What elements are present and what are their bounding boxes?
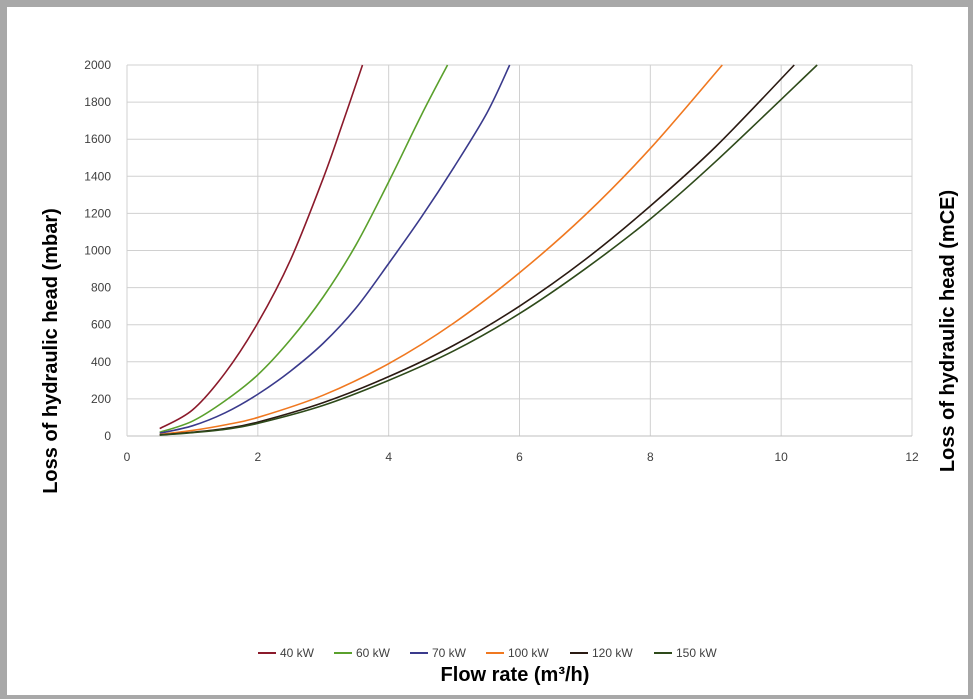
- y-tick-label: 1800: [84, 95, 111, 109]
- y-tick-label: 1400: [84, 169, 111, 183]
- y-tick-label: 2000: [84, 58, 111, 72]
- x-tick-label: 0: [124, 450, 131, 464]
- y-tick-label: 1000: [84, 244, 111, 258]
- legend: 40 kW 60 kW 70 kW 100 kW 120 kW 150 kW: [258, 646, 717, 660]
- legend-label: 150 kW: [676, 646, 717, 660]
- x-tick-label: 8: [647, 450, 654, 464]
- y-tick-label: 800: [91, 281, 111, 295]
- legend-label: 60 kW: [356, 646, 391, 660]
- x-axis-title: Flow rate (m³/h): [441, 664, 590, 686]
- x-tick-label: 10: [774, 450, 788, 464]
- grid-layer: [127, 64, 913, 436]
- series-line-120kw: [159, 64, 795, 436]
- series-line-40kw: [159, 64, 364, 430]
- legend-label: 40 kW: [280, 646, 315, 660]
- y-axis-title-left: Loss of hydraulic head (mbar): [40, 208, 62, 494]
- y-tick-label: 600: [91, 318, 111, 332]
- legend-label: 100 kW: [508, 646, 549, 660]
- y-tick-label: 200: [91, 392, 111, 406]
- y-tick-label: 1600: [84, 132, 111, 146]
- y-axis-title-right: Loss of hydraulic head (mCE): [937, 190, 959, 472]
- y-tick-label: 1200: [84, 206, 111, 220]
- x-tick-label: 12: [905, 450, 919, 464]
- axes-layer: 0 2 4 6 8 10 12 0 200 400 600 800 1000 1200 1400 1600 18…: [84, 58, 919, 464]
- legend-label: 70 kW: [432, 646, 467, 660]
- series-line-60kw: [159, 64, 449, 434]
- legend-label: 120 kW: [592, 646, 633, 660]
- x-tick-label: 6: [516, 450, 523, 464]
- series-line-150kw: [159, 64, 818, 436]
- series-line-100kw: [159, 64, 723, 436]
- y-tick-label: 0: [104, 429, 111, 443]
- y-tick-label: 400: [91, 355, 111, 369]
- series-layer: [159, 64, 818, 436]
- x-tick-label: 2: [254, 450, 261, 464]
- series-line-70kw: [159, 64, 511, 435]
- x-tick-label: 4: [385, 450, 392, 464]
